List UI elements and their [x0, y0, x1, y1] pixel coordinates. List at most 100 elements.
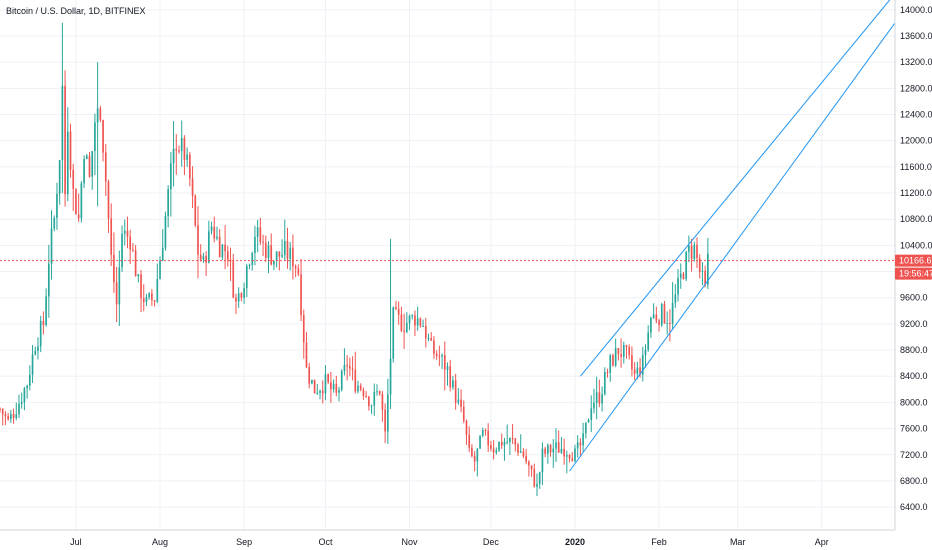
candle-body	[297, 268, 300, 275]
candle-body	[278, 251, 281, 257]
candle-body	[31, 354, 34, 375]
candle-body	[207, 231, 210, 263]
candle-body	[622, 345, 625, 357]
trend-channel-line[interactable]	[580, 0, 895, 377]
current-price-tag: 10166.6 19:56:47	[895, 254, 932, 280]
candle-body	[311, 379, 313, 384]
candle-body	[582, 433, 584, 446]
grid-lines	[0, 0, 895, 530]
candle-body	[178, 150, 180, 152]
candle-body	[625, 345, 628, 348]
price-tag-value: 10166.6	[899, 256, 932, 266]
candle-body	[365, 395, 367, 397]
candle-body	[335, 383, 338, 393]
candle-body	[449, 366, 452, 388]
candle-body	[397, 308, 400, 315]
candle-body	[679, 273, 682, 278]
candle-body	[370, 405, 373, 407]
x-tick-label: Mar	[730, 537, 746, 547]
candle-body	[465, 420, 468, 435]
candle-body	[56, 193, 58, 218]
candle-body	[47, 263, 50, 297]
candle-body	[574, 448, 576, 462]
candle-body	[10, 414, 12, 420]
candle-body	[324, 374, 327, 394]
candle-body	[614, 348, 617, 366]
candle-body	[37, 346, 39, 351]
candle-body	[186, 154, 188, 160]
candle-body	[688, 245, 690, 252]
candle-body	[503, 442, 506, 446]
candle-body	[690, 245, 693, 259]
candle-body	[129, 236, 132, 250]
candle-body	[701, 270, 704, 272]
candle-body	[240, 293, 243, 298]
candle-body	[454, 380, 457, 403]
candle-body	[519, 451, 522, 453]
y-tick-label: 9200.0	[900, 319, 928, 329]
y-tick-label: 11600.0	[900, 162, 932, 172]
candle-body	[636, 367, 639, 374]
candle-body	[229, 259, 232, 262]
candle-body	[381, 394, 384, 410]
candle-body	[457, 399, 460, 403]
candle-body	[408, 315, 411, 323]
candle-body	[354, 369, 357, 392]
candle-body	[142, 298, 145, 302]
x-tick-label: Aug	[152, 537, 168, 547]
candle-body	[547, 445, 549, 454]
candle-body	[305, 342, 308, 368]
candle-body	[571, 458, 574, 462]
candle-body	[346, 364, 348, 367]
candle-body	[232, 261, 235, 298]
candle-body	[386, 394, 389, 432]
candle-body	[96, 108, 99, 123]
candle-body	[327, 374, 330, 383]
candle-body	[484, 430, 487, 432]
candle-body	[405, 322, 408, 332]
candle-body	[359, 385, 362, 390]
y-tick-label: 11200.0	[900, 188, 932, 198]
candle-body	[7, 416, 9, 420]
candle-body	[509, 438, 511, 443]
candle-body	[170, 163, 172, 190]
candle-body	[113, 254, 115, 283]
candle-body	[42, 320, 45, 326]
candle-body	[224, 244, 226, 252]
candle-body	[340, 370, 343, 390]
candle-body	[180, 137, 183, 152]
candle-body	[167, 189, 169, 217]
candle-body	[698, 258, 701, 272]
candle-body	[259, 227, 262, 242]
candle-body	[216, 236, 218, 239]
y-tick-label: 8000.0	[900, 397, 928, 407]
candle-body	[389, 358, 392, 395]
candle-body	[75, 188, 77, 215]
candle-body	[283, 240, 286, 256]
candle-body	[148, 293, 151, 298]
x-tick-label: Nov	[402, 537, 419, 547]
candle-body	[351, 368, 354, 370]
candle-body	[183, 137, 186, 160]
candle-body	[411, 315, 414, 317]
candle-body	[281, 255, 283, 257]
candle-body	[460, 399, 462, 407]
candle-body	[669, 322, 671, 324]
candle-body	[69, 131, 72, 170]
candle-body	[704, 270, 706, 285]
candle-body	[197, 225, 199, 255]
candle-body	[294, 266, 297, 269]
trend-channel-line[interactable]	[569, 22, 896, 472]
candle-body	[650, 317, 652, 333]
candle-body	[416, 318, 419, 326]
countdown-value: 19:56:47	[899, 269, 932, 279]
candle-body	[91, 151, 94, 177]
candle-body	[479, 435, 481, 449]
candle-body	[213, 226, 216, 239]
candle-body	[707, 253, 709, 285]
candle-body	[476, 448, 479, 462]
candle-body	[487, 430, 490, 446]
candle-body	[517, 444, 519, 453]
